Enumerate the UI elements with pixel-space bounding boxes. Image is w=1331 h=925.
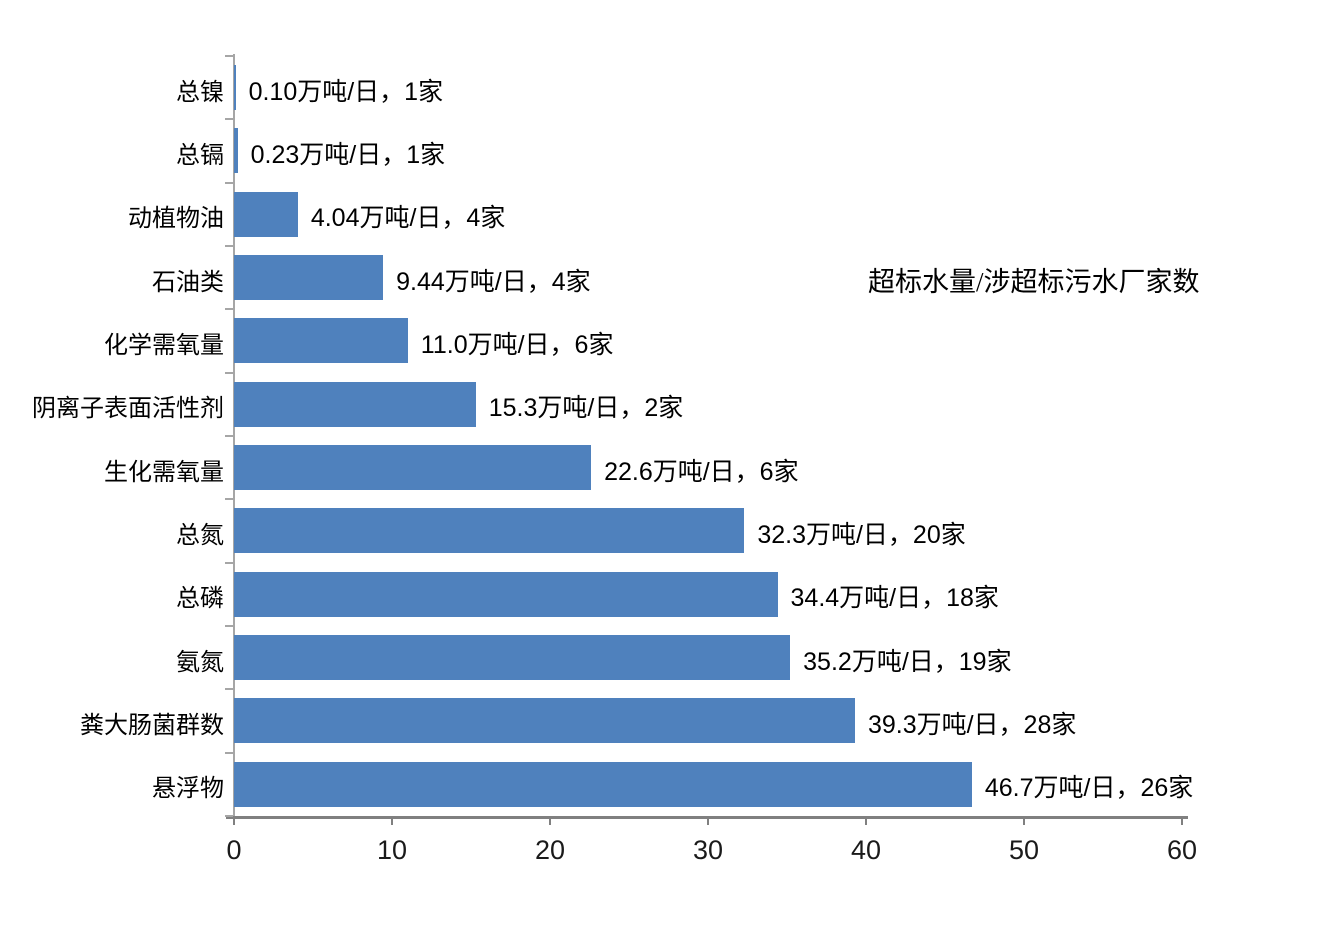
x-axis-tick-label: 0 — [226, 835, 242, 865]
y-axis-tick — [225, 434, 233, 437]
category-label: 石油类 — [152, 269, 224, 296]
category-label: 氨氮 — [176, 649, 224, 676]
data-label: 34.4万吨/日，18家 — [790, 584, 999, 613]
data-label: 4.04万吨/日，4家 — [310, 204, 506, 233]
x-axis-tick-label: 20 — [534, 835, 566, 865]
x-axis-tick-label: 60 — [1166, 835, 1198, 865]
bar — [234, 65, 236, 111]
category-label: 生化需氧量 — [104, 459, 224, 486]
y-axis-tick — [225, 308, 233, 311]
category-label: 总氮 — [176, 522, 224, 549]
data-label: 39.3万吨/日，28家 — [867, 710, 1077, 739]
bar — [234, 635, 791, 681]
y-axis-tick — [225, 624, 233, 627]
category-label: 总镉 — [176, 142, 224, 169]
bar — [234, 508, 745, 554]
y-axis-tick — [225, 244, 233, 247]
bar — [234, 255, 384, 301]
bar — [234, 381, 476, 427]
bar — [234, 698, 855, 744]
category-label: 粪大肠菌群数 — [80, 712, 224, 739]
category-label: 动植物油 — [128, 206, 224, 233]
y-axis-tick — [225, 688, 233, 691]
category-label: 总磷 — [176, 586, 224, 613]
x-axis-tick-label: 30 — [692, 835, 724, 865]
category-label: 总镍 — [176, 79, 224, 106]
x-axis-tick — [233, 816, 235, 825]
bar — [234, 571, 778, 617]
bar — [234, 445, 592, 491]
y-axis-tick — [225, 118, 233, 121]
y-axis-tick — [225, 55, 233, 57]
data-label: 22.6万吨/日，6家 — [604, 457, 799, 486]
data-label: 0.10万吨/日，1家 — [248, 77, 444, 106]
category-label: 悬浮物 — [152, 776, 224, 803]
data-label: 0.23万吨/日，1家 — [250, 140, 446, 169]
x-axis-tick — [707, 816, 709, 825]
data-label: 15.3万吨/日，2家 — [488, 394, 684, 423]
bar — [234, 761, 972, 807]
x-axis-tick — [865, 816, 867, 825]
y-axis-tick — [225, 181, 233, 184]
chart-title: 超标水量/涉超标污水厂家数 — [868, 267, 1200, 297]
x-axis-tick — [1181, 816, 1183, 825]
data-label: 32.3万吨/日，20家 — [757, 520, 966, 549]
bar — [234, 191, 298, 237]
y-axis-line — [233, 54, 235, 816]
x-axis-tick-label: 50 — [1008, 835, 1040, 865]
x-axis-tick-label: 40 — [850, 835, 882, 865]
data-label: 46.7万吨/日，26家 — [984, 774, 1194, 803]
y-axis-tick — [225, 498, 233, 501]
data-label: 35.2万吨/日，19家 — [803, 647, 1012, 676]
y-axis-tick — [225, 751, 233, 754]
y-axis-tick — [225, 814, 233, 817]
y-axis-tick — [225, 561, 233, 564]
category-label: 化学需氧量 — [104, 332, 224, 359]
category-label: 阴离子表面活性剂 — [32, 396, 224, 423]
bar — [234, 128, 238, 174]
data-label: 11.0万吨/日，6家 — [420, 330, 614, 359]
x-axis-tick — [1023, 816, 1025, 825]
x-axis-tick — [549, 816, 551, 825]
bar — [234, 318, 408, 364]
x-axis-tick — [391, 816, 393, 825]
x-axis-tick-label: 10 — [376, 835, 408, 865]
y-axis-tick — [225, 371, 233, 374]
data-label: 9.44万吨/日，4家 — [396, 267, 591, 296]
